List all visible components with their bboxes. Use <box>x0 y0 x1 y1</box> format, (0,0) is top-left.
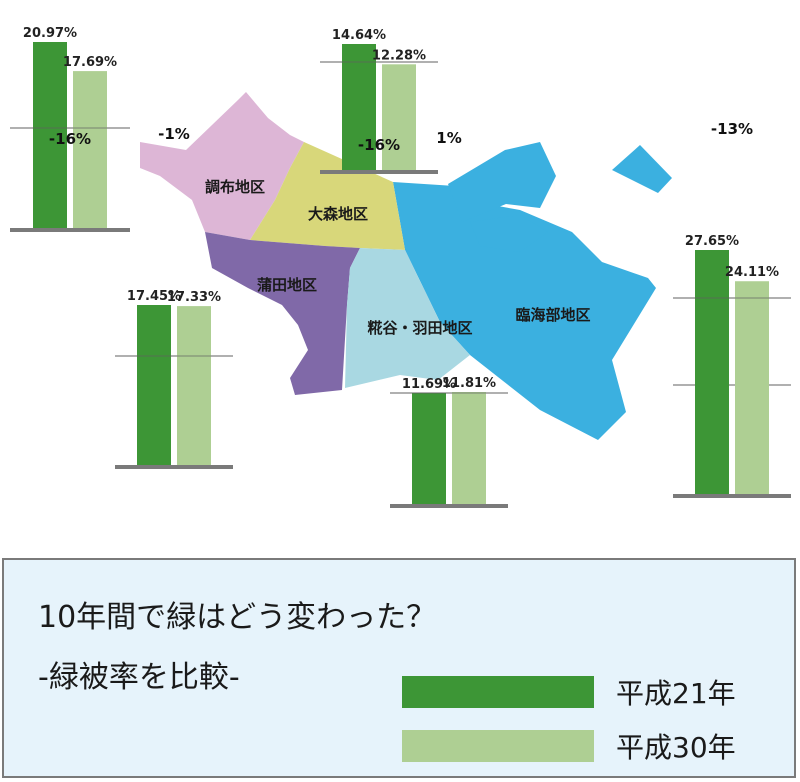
chart-kamata: 17.45% 17.33% -1% <box>115 125 233 475</box>
region-label-chofu: 調布地区 <box>205 178 265 196</box>
chart-baseline <box>390 504 508 508</box>
chart-svg: 14.64% 12.28% -16% <box>320 28 438 174</box>
map-region-rinkaibu-island1 <box>448 142 556 222</box>
value-label-h30: 17.33% <box>167 290 221 305</box>
bar-h21 <box>33 42 67 228</box>
value-label-h21: 14.64% <box>332 28 386 43</box>
legend-subtitle: -緑被率を比較- <box>38 660 240 695</box>
bar-h30 <box>382 64 416 170</box>
map-region-rinkaibu-island2 <box>470 215 548 252</box>
map-region-kojiya-haneda <box>345 248 470 388</box>
chart-baseline <box>673 494 791 498</box>
map-region-omori <box>250 142 405 250</box>
chart-rinkaibu: 27.65% 24.11% -13% <box>673 120 791 504</box>
region-label-rinkaibu: 臨海部地区 <box>515 306 590 324</box>
chart-svg: 27.65% 24.11% -13% <box>673 120 791 498</box>
chart-svg: 20.97% 17.69% -16% <box>10 26 130 232</box>
value-label-h30: 11.81% <box>442 376 496 391</box>
legend-swatch-h21 <box>402 676 594 708</box>
value-label-h21: 17.45% <box>127 289 181 304</box>
value-label-h21: 20.97% <box>23 26 77 41</box>
bar-h21 <box>342 44 376 170</box>
chart-svg: 11.69%11.81% 1% <box>390 129 508 508</box>
chart-svg: 17.45%17.33% -1% <box>115 125 233 469</box>
value-label-h30: 17.69% <box>63 55 117 70</box>
value-label-h30: 24.11% <box>725 265 779 280</box>
value-label-h21: 27.65% <box>685 234 739 249</box>
chart-omori: 14.64% 12.28% -16% <box>320 24 438 180</box>
bar-h21 <box>137 305 171 465</box>
map-region-rinkaibu-island3 <box>612 145 672 193</box>
legend-label-h21: 平成21年 <box>616 677 736 710</box>
value-label-h21: 11.69% <box>402 377 456 392</box>
bar-h30 <box>73 71 107 228</box>
legend-label-h30: 平成30年 <box>616 731 736 764</box>
legend-panel: 10年間で緑はどう変わった？ -緑被率を比較- 平成21年 平成30年 <box>2 558 796 778</box>
region-label-kojiya-haneda: 糀谷・羽田地区 <box>367 319 472 337</box>
legend-title: 10年間で緑はどう変わった？ <box>38 600 437 635</box>
map-region-rinkaibu <box>393 182 656 440</box>
change-label: 1% <box>436 129 461 147</box>
bar-h21 <box>695 250 729 494</box>
chart-baseline <box>115 465 233 469</box>
change-label: -16% <box>358 136 400 154</box>
chart-chofu: 20.97% 17.69% -16% <box>10 22 130 238</box>
chart-kojiya-haneda: 11.69% 11.81% 1% <box>390 129 508 514</box>
map-region-chofu <box>140 92 304 240</box>
legend-swatch-h30 <box>402 730 594 762</box>
region-label-omori: 大森地区 <box>308 205 368 223</box>
district-map: 調布地区 大森地区 蒲田地区 糀谷・羽田地区 臨海部地区 <box>140 92 672 440</box>
region-label-kamata: 蒲田地区 <box>257 276 317 294</box>
change-label: -13% <box>711 120 753 138</box>
value-label-h30: 12.28% <box>372 48 426 63</box>
chart-baseline <box>10 228 130 232</box>
bar-h21 <box>412 393 446 504</box>
change-label: -16% <box>49 130 91 148</box>
bar-h30 <box>735 281 769 494</box>
bar-h30 <box>452 392 486 504</box>
chart-baseline <box>320 170 438 174</box>
bar-h30 <box>177 306 211 465</box>
change-label: -1% <box>158 125 190 143</box>
map-region-kamata <box>205 232 360 395</box>
